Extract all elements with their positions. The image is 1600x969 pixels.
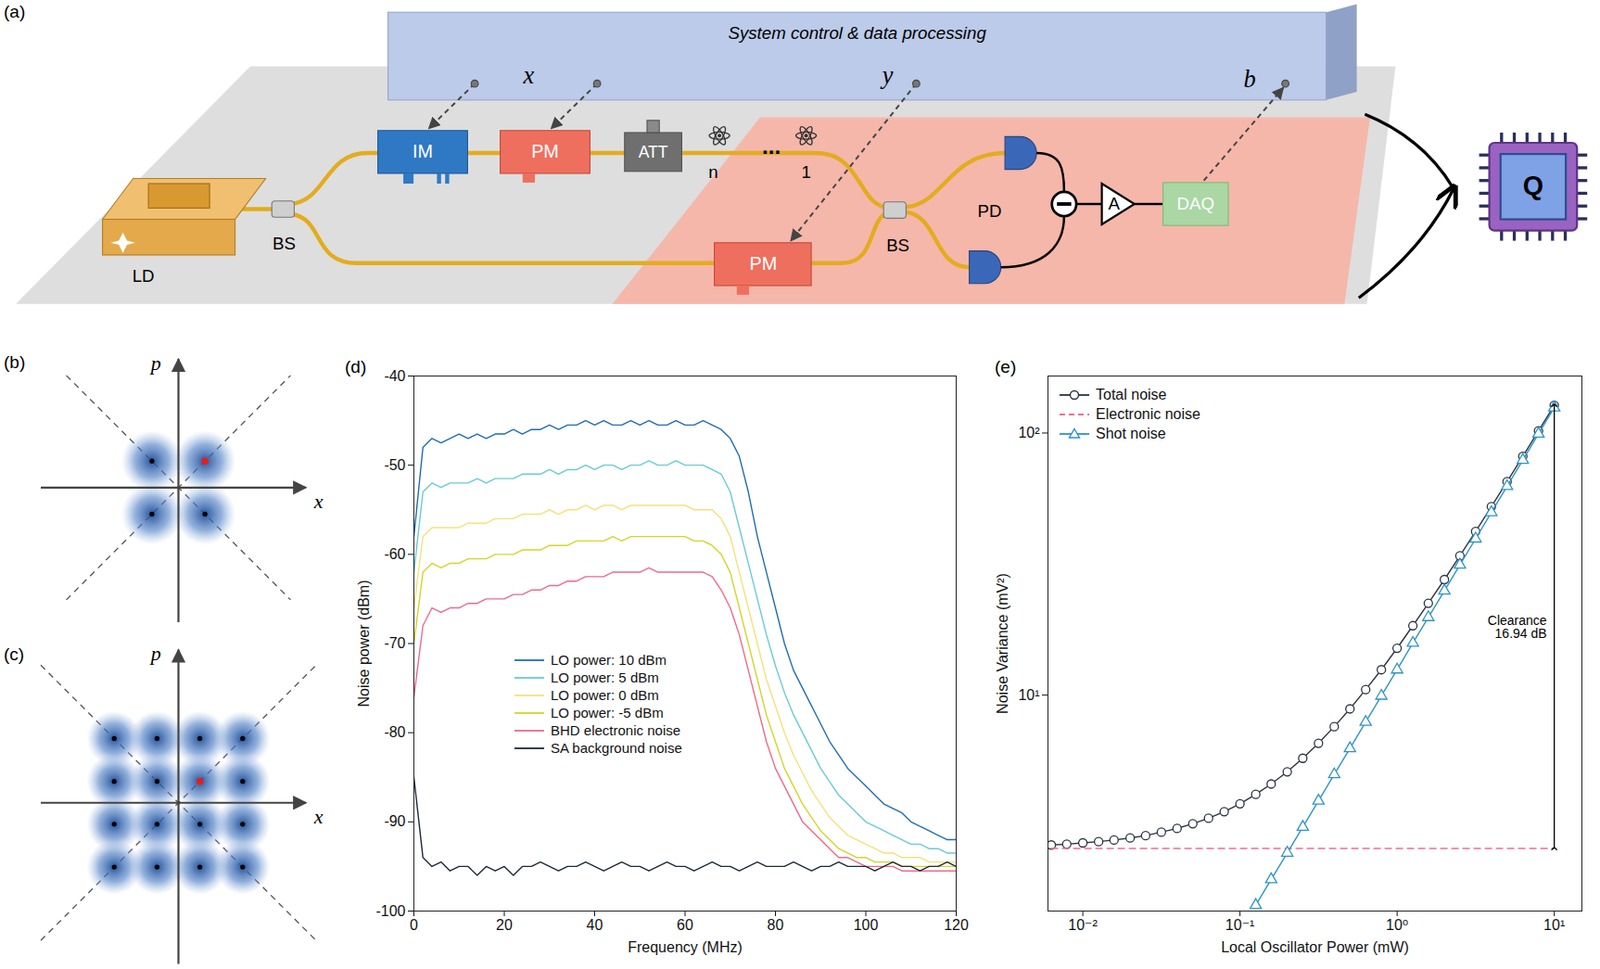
svg-text:ATT: ATT [638, 142, 669, 162]
svg-text:40: 40 [586, 916, 604, 933]
svg-text:x: x [522, 61, 535, 89]
svg-text:120: 120 [943, 916, 969, 933]
svg-text:Noise Variance (mV²): Noise Variance (mV²) [994, 572, 1011, 714]
svg-text:p: p [149, 351, 162, 375]
svg-text:20: 20 [495, 916, 513, 933]
html-text:Total noise: Total noise [1095, 386, 1167, 403]
svg-text:100: 100 [853, 916, 879, 933]
svg-text:y: y [879, 61, 894, 89]
svg-text:Q: Q [1523, 170, 1544, 201]
svg-text:DAQ: DAQ [1177, 193, 1216, 214]
svg-text:BS: BS [886, 235, 910, 255]
svg-text:80: 80 [767, 916, 785, 933]
svg-text:...: ... [761, 133, 781, 159]
html-text:SA background noise: SA background noise [550, 739, 683, 756]
html-text:(d): (d) [344, 356, 367, 377]
html-text:LO power: 10 dBm: LO power: 10 dBm [550, 651, 667, 668]
svg-text:x: x [313, 804, 324, 828]
html-text:(c): (c) [3, 644, 25, 664]
html-text:BHD electronic noise: BHD electronic noise [550, 722, 681, 738]
svg-text:1: 1 [800, 162, 811, 182]
svg-text:IM: IM [412, 140, 433, 162]
svg-text:60: 60 [676, 916, 694, 933]
svg-text:10¹: 10¹ [1543, 916, 1565, 933]
svg-text:n: n [708, 162, 718, 182]
svg-text:A: A [1108, 193, 1121, 214]
svg-text:-50: -50 [383, 457, 406, 473]
svg-text:Noise power (dBm): Noise power (dBm) [355, 580, 372, 708]
svg-text:10⁻²: 10⁻² [1067, 916, 1098, 933]
html-text:(a): (a) [3, 1, 26, 22]
svg-text:10²: 10² [1017, 424, 1041, 441]
html-text:LO power: -5 dBm: LO power: -5 dBm [550, 704, 664, 721]
svg-text:PD: PD [977, 201, 1003, 221]
html-text:(e): (e) [994, 356, 1017, 377]
html-text:Shot noise: Shot noise [1095, 425, 1166, 442]
svg-text:-100: -100 [375, 902, 406, 919]
svg-text:-70: -70 [383, 634, 406, 651]
svg-text:BS: BS [272, 233, 296, 254]
svg-text:-60: -60 [383, 546, 406, 562]
svg-text:0: 0 [409, 916, 419, 933]
svg-text:System control & data processi: System control & data processing [727, 23, 987, 43]
svg-text:10⁰: 10⁰ [1385, 916, 1409, 933]
svg-text:p: p [149, 641, 162, 665]
svg-text:Local Oscillator Power (mW): Local Oscillator Power (mW) [1220, 939, 1410, 955]
svg-text:Clearance16.94 dB: Clearance16.94 dB [1487, 611, 1548, 640]
svg-text:10⁻¹: 10⁻¹ [1225, 916, 1256, 933]
svg-text:-90: -90 [383, 812, 406, 829]
svg-text:PM: PM [531, 140, 559, 162]
svg-text:-80: -80 [383, 723, 406, 740]
html-text:LO power: 0 dBm: LO power: 0 dBm [550, 686, 659, 703]
html-text:Electronic noise: Electronic noise [1095, 406, 1201, 422]
svg-text:10¹: 10¹ [1017, 686, 1040, 703]
svg-text:-40: -40 [383, 368, 406, 384]
svg-text:LD: LD [132, 266, 155, 286]
svg-text:b: b [1243, 64, 1256, 93]
svg-text:PM: PM [749, 253, 778, 274]
svg-text:Frequency (MHz): Frequency (MHz) [627, 939, 743, 955]
html-text:LO power: 5 dBm: LO power: 5 dBm [550, 669, 659, 686]
svg-text:x: x [313, 489, 324, 513]
html-text:(b): (b) [3, 352, 26, 372]
